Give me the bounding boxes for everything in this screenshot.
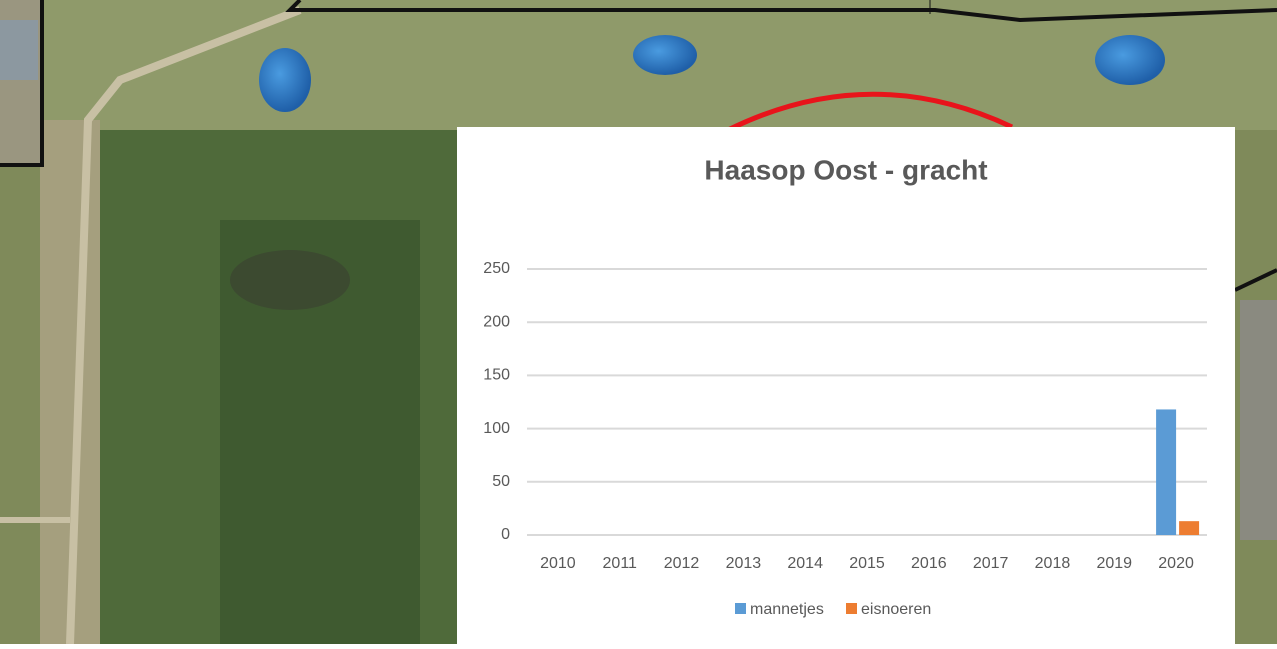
legend-label: eisnoeren: [861, 601, 931, 618]
y-tick-label: 50: [492, 473, 510, 490]
plot: 0 50 100 150 200 250 2010 2011 2012 2013 2014 2015 2…: [483, 260, 1207, 618]
y-tick-label: 250: [483, 260, 510, 277]
chart-title: Haasop Oost - gracht: [704, 154, 987, 185]
legend-label: mannetjes: [750, 601, 824, 618]
y-tick-label: 200: [483, 313, 510, 330]
x-tick-label: 2012: [664, 555, 700, 572]
x-tick-label: 2014: [787, 555, 823, 572]
x-tick-label: 2019: [1096, 555, 1132, 572]
x-tick-label: 2010: [540, 555, 576, 572]
legend-swatch: [846, 603, 857, 614]
x-tick-label: 2013: [726, 555, 762, 572]
legend-swatch: [735, 603, 746, 614]
y-tick-label: 100: [483, 420, 510, 437]
x-tick-label: 2018: [1035, 555, 1071, 572]
x-tick-label: 2015: [849, 555, 885, 572]
chart-area: [457, 127, 1235, 644]
x-tick-label: 2017: [973, 555, 1009, 572]
x-tick-label: 2020: [1158, 555, 1194, 572]
y-tick-label: 150: [483, 367, 510, 384]
y-tick-label: 0: [501, 526, 510, 543]
bar: [1179, 521, 1200, 535]
x-tick-label: 2011: [603, 555, 638, 572]
bar: [1156, 409, 1177, 535]
x-tick-label: 2016: [911, 555, 947, 572]
